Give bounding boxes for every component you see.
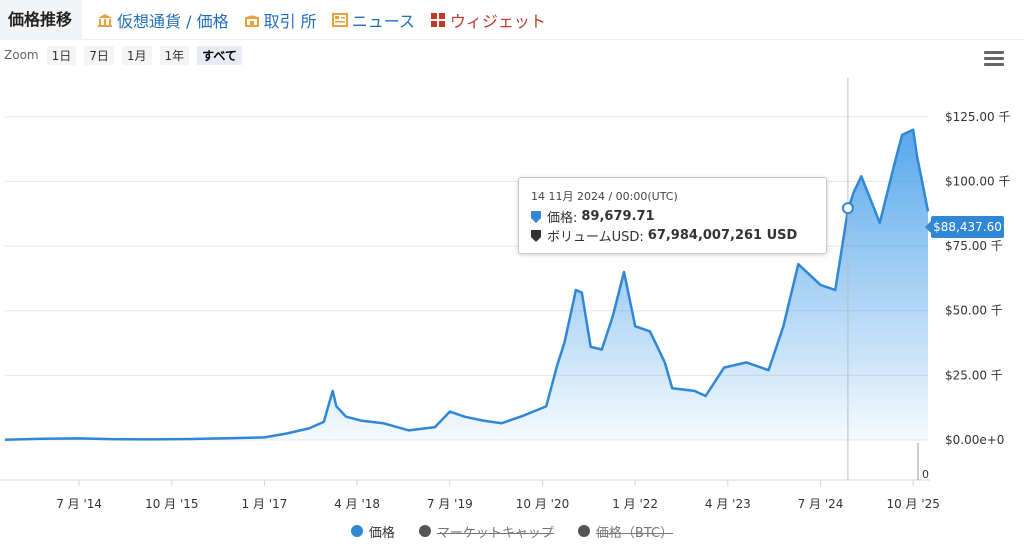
legend-label: マーケットキャップ xyxy=(436,525,554,541)
chart-legend: 価格 マーケットキャップ 価格（BTC） xyxy=(0,520,1024,542)
crosshair xyxy=(841,78,854,480)
tooltip-date: 14 11月 2024 / 00:00(UTC) xyxy=(531,190,678,203)
tooltip-volume-value: 67,984,007,261 USD xyxy=(647,228,798,243)
zoom-1m-button[interactable]: 1月 xyxy=(121,45,152,65)
x-tick-label: 10 月 '20 xyxy=(516,497,569,511)
hamburger-icon xyxy=(984,51,1004,54)
x-tick-label: 7 月 '19 xyxy=(427,497,473,511)
tooltip-volume-row: ボリュームUSD: 67,984,007,261 USD xyxy=(531,226,814,245)
x-axis: 7 月 '14 10 月 '15 1 月 '17 4 月 '18 7 月 '19 10 月… xyxy=(0,443,940,511)
hover-point-marker xyxy=(841,202,854,215)
price-chart[interactable]: $0.00e+0 $25.00 千 $50.00 千 $75.00 千 $100.00 … xyxy=(0,68,1024,520)
tooltip-price-value: 89,679.71 xyxy=(581,209,655,224)
y-axis-labels: $0.00e+0 $25.00 千 $50.00 千 $75.00 千 $100.00 … xyxy=(945,110,1010,447)
legend-label: 価格 xyxy=(368,525,395,541)
x-tick-label: 1 月 '22 xyxy=(612,497,658,511)
x-tick-label: 10 月 '15 xyxy=(145,497,198,511)
y-tick-label: $75.00 千 xyxy=(945,239,1003,253)
x-tick-label: 1 月 '17 xyxy=(242,497,288,511)
legend-dot xyxy=(577,525,590,537)
y-tick-label: $50.00 千 xyxy=(945,304,1003,318)
zoom-label: Zoom xyxy=(4,48,39,62)
volume-shield-icon xyxy=(531,229,541,242)
widget-icon xyxy=(429,11,447,29)
nav-link-label: 取引 所 xyxy=(263,11,317,31)
nav-link-widgets[interactable]: ウィジェット xyxy=(429,8,546,32)
nav-link-label: ウィジェット xyxy=(449,11,546,31)
price-tooltip: 14 11月 2024 / 00:00(UTC) 価格: 89,679.71 ボ… xyxy=(518,177,827,254)
nav-link-crypto-prices[interactable]: 仮想通貨 / 価格 xyxy=(96,8,229,32)
x-tick-label: 7 月 '14 xyxy=(56,497,102,511)
store-icon xyxy=(243,11,261,29)
tooltip-volume-label: ボリュームUSD: xyxy=(547,230,644,245)
y-tick-label: $25.00 千 xyxy=(945,368,1003,382)
legend-dot xyxy=(418,525,431,537)
price-shield-icon xyxy=(531,210,541,223)
legend-item-price[interactable]: 価格 xyxy=(350,522,395,541)
x-tick-label: 4 月 '18 xyxy=(334,497,380,511)
tooltip-price-row: 価格: 89,679.71 xyxy=(531,207,814,226)
y-tick-label: $0.00e+0 xyxy=(945,433,1004,447)
price-area-fill xyxy=(5,129,928,440)
legend-dot xyxy=(350,525,363,537)
x-tick-label: 10 月 '25 xyxy=(886,497,939,511)
legend-item-market-cap[interactable]: マーケットキャップ xyxy=(418,522,554,541)
x-tick-label: 7 月 '24 xyxy=(798,497,844,511)
y-tick-label: $100.00 千 xyxy=(945,174,1010,188)
zoom-bar: Zoom 1日 7日 1月 1年 すべて xyxy=(4,45,250,65)
bank-icon xyxy=(96,11,114,29)
zoom-all-button[interactable]: すべて xyxy=(197,45,242,65)
y-tick-label: $125.00 千 xyxy=(945,110,1010,124)
zoom-1d-button[interactable]: 1日 xyxy=(46,45,77,65)
nav-link-exchanges[interactable]: 取引 所 xyxy=(243,8,317,32)
newspaper-icon xyxy=(331,11,349,29)
nav-link-label: 仮想通貨 / 価格 xyxy=(117,11,229,31)
zoom-7d-button[interactable]: 7日 xyxy=(84,45,114,65)
x-tick-label: 4 月 '23 xyxy=(705,497,751,511)
current-price-flag: $88,437.60 xyxy=(925,216,1004,238)
page-title: 価格推移 xyxy=(0,0,83,40)
nav-link-news[interactable]: ニュース xyxy=(331,8,415,32)
legend-label: 価格（BTC） xyxy=(595,525,674,541)
zoom-1y-button[interactable]: 1年 xyxy=(159,45,190,65)
tooltip-price-label: 価格: xyxy=(547,211,578,226)
chart-menu-button[interactable] xyxy=(984,51,1004,67)
nav-link-label: ニュース xyxy=(351,11,415,31)
top-navbar: 価格推移 仮想通貨 / 価格 取引 所 ニュース ウィジェット xyxy=(0,0,1024,40)
navigator-zero-label: 0 xyxy=(922,468,929,481)
legend-item-price-btc[interactable]: 価格（BTC） xyxy=(577,522,674,541)
